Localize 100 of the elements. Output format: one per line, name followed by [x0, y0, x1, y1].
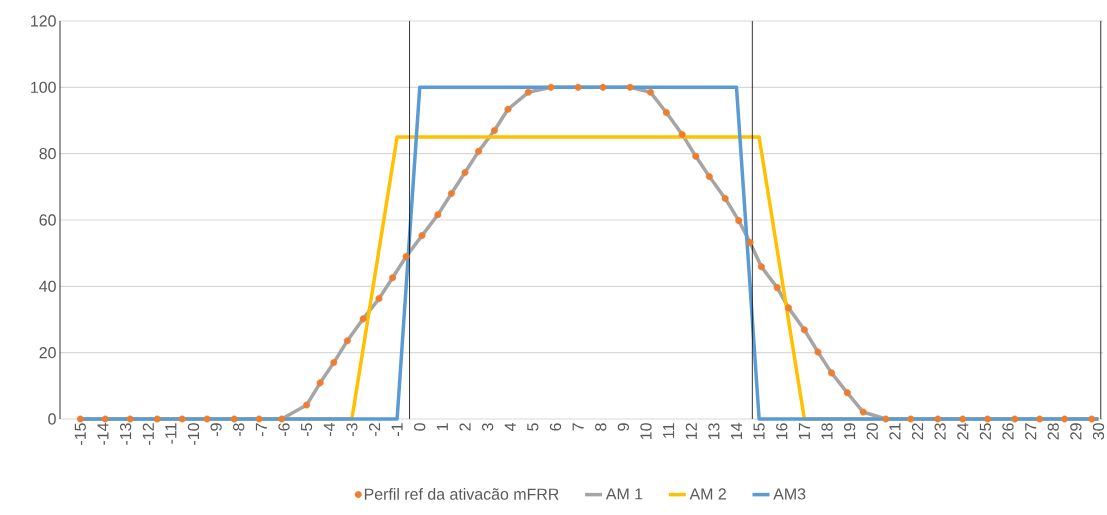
point [574, 83, 582, 91]
x-tick-label: 3 [481, 423, 494, 431]
x-tick-label: -10 [187, 423, 200, 445]
x-tick-label: -5 [301, 423, 313, 436]
x-tick-label: -4 [323, 422, 335, 436]
x-tick-label: -2 [368, 423, 381, 436]
x-tick-label: 19 [843, 423, 856, 440]
point [735, 217, 743, 225]
x-tick-label: 11 [663, 423, 675, 438]
point [705, 173, 713, 181]
point [934, 415, 942, 423]
x-tick-label: 22 [911, 423, 924, 440]
point [461, 169, 469, 177]
point [389, 274, 397, 282]
x-tick-label: 5 [527, 423, 539, 431]
point [828, 369, 836, 377]
point [418, 232, 426, 240]
x-tick-label: 26 [1002, 423, 1014, 440]
legend-label: Perfil ref da ativacão mFRR [364, 488, 559, 500]
x-tick-label: -3 [346, 423, 358, 436]
point [599, 83, 607, 91]
point [1061, 415, 1069, 423]
point [76, 415, 84, 423]
x-tick-label: 14 [731, 423, 742, 440]
x-tick-label: 29 [1070, 423, 1082, 440]
point [255, 415, 263, 423]
x-tick-label: 21 [889, 423, 901, 440]
point [859, 408, 867, 416]
x-tick-label: 24 [957, 423, 969, 440]
point [773, 284, 781, 292]
point [178, 415, 186, 423]
y-tick-label: 100 [31, 81, 56, 93]
x-tick-label: 10 [640, 423, 652, 440]
point [662, 109, 670, 117]
x-tick-label: 16 [776, 423, 788, 440]
legend-label: AM 1 [605, 488, 643, 500]
point [434, 211, 442, 219]
point [1036, 415, 1044, 423]
point [375, 295, 383, 303]
x-tick-label: 20 [866, 423, 878, 440]
x-tick-label: 1 [436, 423, 448, 431]
point [230, 415, 238, 423]
x-tick-label: 2 [459, 423, 471, 431]
x-tick-label: -8 [233, 423, 245, 436]
x-tick-label: 0 [414, 423, 426, 431]
point [343, 337, 351, 345]
x-tick-label: 4 [504, 422, 516, 432]
point [475, 147, 483, 155]
point [746, 239, 754, 247]
x-tick-label: 23 [934, 423, 946, 440]
x-tick-label: 7 [572, 423, 584, 431]
point [843, 389, 851, 397]
point [692, 152, 700, 160]
point [330, 359, 338, 367]
x-tick-label: -1 [391, 423, 403, 436]
point [678, 130, 686, 138]
x-tick-label: 12 [685, 423, 697, 440]
x-tick-label: -7 [255, 423, 267, 436]
point [984, 415, 992, 423]
point [203, 415, 211, 423]
x-tick-label: 15 [753, 423, 765, 440]
x-tick-label: 9 [617, 423, 630, 431]
point [907, 415, 915, 423]
point [101, 415, 109, 423]
point [814, 348, 822, 356]
y-tick-label: 80 [39, 148, 56, 160]
point [524, 88, 532, 96]
point [447, 189, 455, 197]
point [504, 105, 512, 113]
x-tick-label: 30 [1092, 423, 1105, 440]
point [721, 194, 729, 202]
x-tick-label: -9 [210, 423, 222, 436]
legend-label: AM3 [773, 488, 806, 500]
point [490, 126, 498, 134]
y-tick-label: 60 [39, 214, 56, 226]
x-tick-label: 25 [979, 423, 992, 440]
y-tick-label: 120 [31, 15, 56, 27]
point [359, 315, 367, 323]
x-tick-label: -15 [74, 423, 86, 445]
point [1088, 415, 1096, 423]
point [785, 304, 793, 312]
point [547, 83, 555, 91]
point [303, 401, 311, 409]
y-tick-label: 40 [39, 280, 56, 292]
point [959, 415, 967, 423]
point [153, 415, 161, 423]
x-tick-label: 17 [798, 423, 810, 440]
point [647, 88, 655, 96]
point [800, 326, 808, 334]
point [757, 263, 765, 271]
x-tick-label: 8 [595, 423, 607, 431]
point [882, 415, 890, 423]
legend-label: AM 2 [689, 488, 726, 500]
x-tick-label: -11 [165, 423, 177, 444]
point [626, 83, 634, 91]
x-tick-label: -12 [142, 423, 154, 445]
x-tick-label: -6 [278, 423, 290, 436]
point [316, 379, 324, 387]
point [126, 415, 134, 423]
x-tick-label: -14 [97, 423, 109, 445]
